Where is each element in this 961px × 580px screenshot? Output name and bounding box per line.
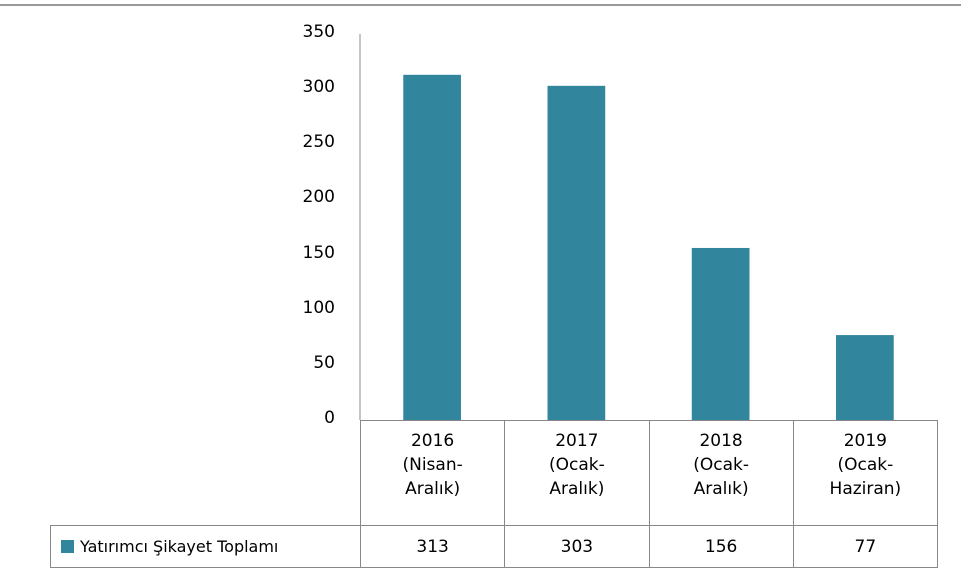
legend-cell: Yatırımcı Şikayet Toplamı (50, 525, 361, 568)
bar (547, 85, 606, 420)
data-label: 156 (648, 525, 794, 568)
y-tick-label: 0 (324, 408, 335, 428)
bar (836, 335, 894, 420)
data-label: 303 (504, 525, 650, 568)
y-tick-label: 300 (302, 77, 335, 98)
y-tick-label: 200 (302, 187, 335, 208)
x-tick-cell: 2019 (Ocak-Haziran) (792, 420, 938, 526)
legend-swatch (61, 540, 74, 553)
data-label: 313 (360, 525, 506, 568)
x-tick-label: 2018 (Ocak-Aralık) (693, 431, 749, 499)
y-tick-label: 250 (302, 132, 335, 153)
y-tick-label: 50 (313, 352, 335, 373)
data-label: 77 (792, 525, 938, 568)
x-tick-label: 2019 (Ocak-Haziran) (829, 431, 902, 499)
x-tick-label: 2017 (Ocak-Aralık) (548, 431, 605, 499)
x-tick-label: 2016 (Nisan-Aralık) (402, 431, 463, 499)
legend-label: Yatırımcı Şikayet Toplamı (80, 537, 279, 556)
y-tick-label: 150 (302, 242, 335, 263)
y-tick-label: 350 (302, 22, 335, 42)
bar (691, 247, 750, 420)
y-tick-label: 100 (302, 297, 335, 318)
bar (403, 74, 461, 420)
x-tick-cell: 2018 (Ocak-Aralık) (648, 420, 794, 526)
x-tick-cell: 2016 (Nisan-Aralık) (360, 420, 506, 526)
x-tick-cell: 2017 (Ocak-Aralık) (504, 420, 650, 526)
